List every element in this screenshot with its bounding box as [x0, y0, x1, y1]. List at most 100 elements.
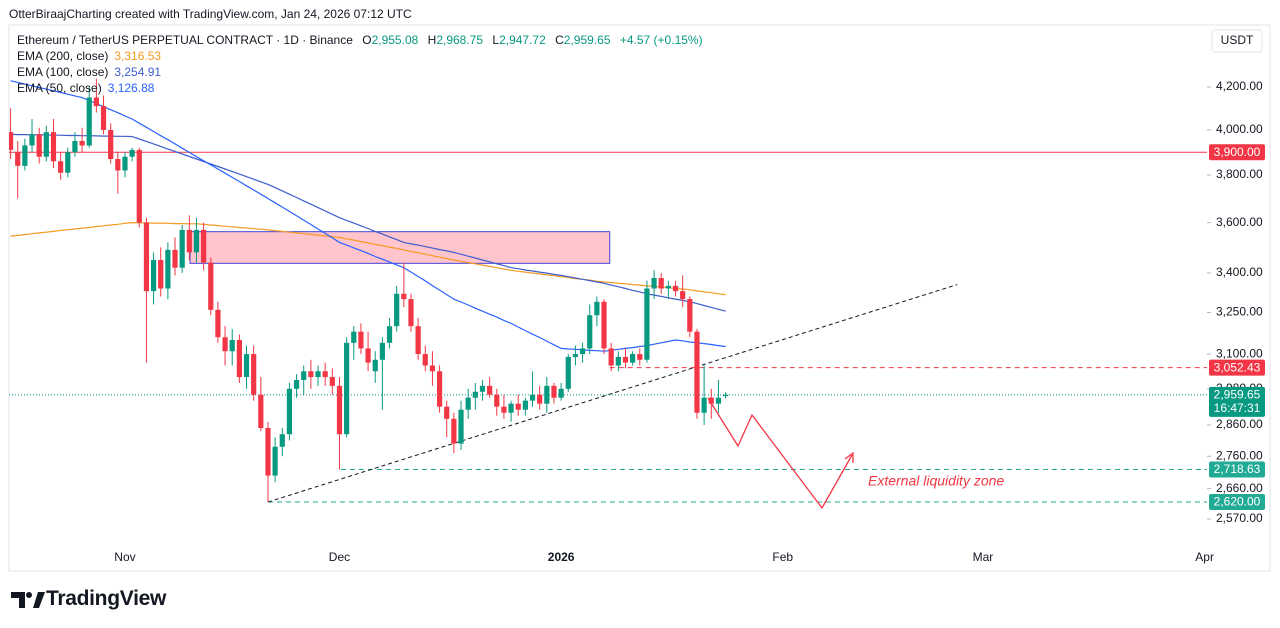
candle-body: [258, 394, 264, 429]
candle-body: [558, 388, 564, 398]
candle-body: [615, 356, 621, 366]
ema-row: EMA (50, close) 3,126.88: [17, 80, 703, 96]
candle-body: [301, 371, 307, 380]
candle-body: [529, 394, 536, 401]
y-tick-label: 2,860.00: [1216, 417, 1263, 431]
candle-body: [322, 371, 328, 378]
candle-body: [336, 385, 343, 435]
candle-body: [415, 326, 421, 355]
candle-body: [229, 340, 235, 352]
y-tick-label: 2,660.00: [1216, 481, 1263, 495]
quote-value: 2,947.72: [499, 33, 546, 47]
ema-name: EMA (100, close): [17, 65, 109, 79]
trendline: [267, 284, 958, 503]
candle-body: [379, 342, 385, 360]
candle-body: [694, 331, 700, 413]
candle-body: [494, 394, 500, 407]
candle-body: [286, 388, 293, 435]
x-tick-label: 2026: [548, 550, 575, 564]
symbol: Ethereum / TetherUS PERPETUAL CONTRACT ·…: [17, 33, 353, 47]
candle-body: [193, 229, 200, 253]
x-tick-label: Mar: [973, 550, 994, 564]
x-tick-label: Apr: [1195, 550, 1214, 564]
candle-body: [672, 285, 679, 292]
candle-body: [36, 134, 42, 157]
candle-body: [15, 152, 21, 166]
candle-body: [172, 249, 178, 268]
ema-name: EMA (50, close): [17, 81, 102, 95]
level-label-box: [1209, 461, 1265, 478]
candle-body: [458, 409, 464, 444]
candle-body: [100, 106, 107, 130]
quote-value: 2,955.08: [371, 33, 419, 47]
level-label: 3,052.43: [1214, 360, 1261, 374]
ema-line: [10, 80, 726, 352]
candle-body: [122, 156, 128, 171]
x-tick-label: Dec: [329, 550, 350, 564]
quote-key: C: [555, 33, 564, 47]
symbol-row: Ethereum / TetherUS PERPETUAL CONTRACT ·…: [17, 32, 703, 48]
candle-body: [208, 262, 214, 310]
candle-body: [429, 365, 436, 372]
candle-body: [487, 385, 493, 395]
quote-value: 2,959.65: [563, 33, 611, 47]
level-label: 3,900.00: [1214, 145, 1261, 159]
candle-body: [179, 229, 185, 268]
candle-body: [394, 293, 400, 327]
candle-body: [315, 371, 321, 378]
level-label-box: [1209, 359, 1265, 376]
candle-body: [472, 391, 478, 398]
candle-body: [143, 222, 150, 292]
candle-body: [72, 141, 78, 153]
change: +4.57 (+0.15%): [619, 33, 703, 47]
candle-body: [608, 348, 614, 366]
countdown: 16:47:31: [1214, 401, 1261, 415]
candle-body: [444, 406, 450, 419]
candle-body: [701, 397, 707, 413]
ema-value: 3,316.53: [114, 49, 162, 63]
candle-body: [293, 379, 300, 389]
candle-body: [93, 97, 99, 107]
candle-body: [651, 278, 657, 289]
candle-body: [236, 340, 242, 378]
projection-arrowhead: [844, 451, 854, 463]
y-tick-label: 4,200.00: [1216, 79, 1263, 93]
candle-body: [644, 288, 650, 360]
candle-body: [29, 134, 35, 146]
candle-body: [522, 400, 528, 410]
candle-body: [351, 331, 357, 343]
brand-logo: [11, 592, 45, 608]
currency-box[interactable]: [1211, 29, 1263, 53]
y-tick-label: 2,760.00: [1216, 448, 1263, 462]
plot-area: [9, 78, 1207, 503]
level-label-box: [1209, 494, 1265, 511]
quote-value: 2,968.75: [436, 33, 484, 47]
x-tick-label: Nov: [114, 550, 135, 564]
candle-body: [43, 132, 49, 157]
legend: Ethereum / TetherUS PERPETUAL CONTRACT ·…: [17, 32, 703, 96]
ema-line: [10, 133, 726, 312]
candle-body: [551, 385, 557, 398]
price-axis: 4,200.00 4,000.00 3,800.00 3,600.00 3,400.00…: [1207, 79, 1265, 525]
candle-body: [630, 354, 636, 363]
candle-body: [150, 260, 157, 292]
ema-value: 3,126.88: [107, 81, 155, 95]
candle-body: [658, 278, 664, 289]
candle-body: [386, 326, 393, 343]
candle-body: [515, 403, 521, 410]
candle-body: [308, 371, 314, 378]
y-tick-label: 3,250.00: [1216, 305, 1263, 319]
currency: USDT: [1221, 33, 1254, 47]
candle-body: [401, 293, 407, 300]
candle-body: [108, 129, 114, 159]
last-price-label: 2,959.65: [1214, 387, 1261, 401]
level-label: 2,718.63: [1214, 462, 1261, 476]
candle-body: [372, 359, 378, 372]
projection-arrow: [707, 397, 853, 510]
candle-body: [358, 331, 364, 349]
candle-body: [279, 434, 285, 447]
candle-body: [537, 394, 543, 404]
candle-body: [637, 354, 643, 360]
